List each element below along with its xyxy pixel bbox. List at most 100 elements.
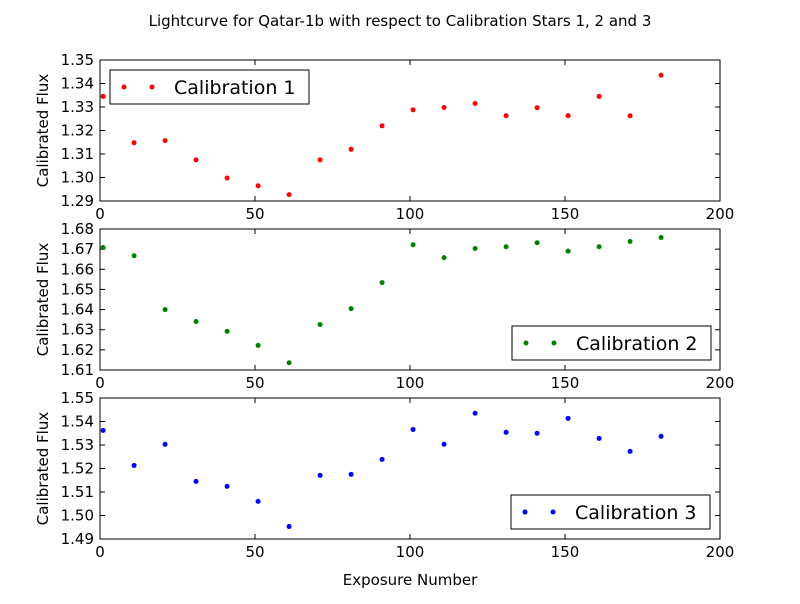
data-point [441, 255, 447, 261]
series-points [100, 234, 664, 366]
y-tick-label: 1.52 [61, 460, 94, 478]
series-points [100, 410, 664, 530]
data-point [627, 448, 633, 454]
data-point [503, 113, 509, 119]
data-point [658, 433, 664, 439]
y-tick-label: 1.67 [61, 240, 94, 258]
data-point [472, 246, 478, 252]
data-point [317, 321, 323, 327]
y-tick-label: 1.64 [61, 301, 94, 319]
legend: Calibration 2 [511, 325, 712, 361]
data-point [317, 157, 323, 163]
data-point [131, 462, 137, 468]
data-point [658, 72, 664, 78]
x-tick-label: 150 [551, 374, 580, 392]
legend-label: Calibration 3 [575, 502, 697, 524]
data-point [596, 435, 602, 441]
data-point [162, 307, 168, 313]
legend-marker [551, 340, 557, 346]
data-point [193, 478, 199, 484]
data-point [348, 146, 354, 152]
y-tick-label: 1.51 [61, 483, 94, 501]
y-tick-label: 1.49 [61, 530, 94, 548]
data-point [255, 498, 261, 504]
data-point [658, 234, 664, 240]
data-point [100, 93, 106, 99]
legend: Calibration 3 [510, 494, 711, 530]
legend-label: Calibration 1 [174, 77, 296, 99]
y-axis-label: Calibrated Flux [34, 74, 52, 188]
data-point [410, 107, 416, 113]
y-tick-label: 1.29 [61, 192, 94, 210]
x-tick-label: 50 [245, 374, 264, 392]
legend: Calibration 1 [109, 69, 310, 105]
y-tick-label: 1.35 [61, 51, 94, 69]
x-tick-label: 50 [245, 543, 264, 561]
x-tick-label: 0 [95, 205, 105, 223]
y-tick-label: 1.54 [61, 413, 94, 431]
data-point [379, 456, 385, 462]
data-point [565, 415, 571, 421]
data-point [503, 244, 509, 250]
data-point [162, 138, 168, 144]
x-tick-label: 0 [95, 543, 105, 561]
y-tick-label: 1.62 [61, 341, 94, 359]
data-point [472, 410, 478, 416]
x-tick-label: 150 [551, 543, 580, 561]
data-point [131, 140, 137, 146]
y-tick-label: 1.66 [61, 260, 94, 278]
x-tick-label: 50 [245, 205, 264, 223]
x-axis-label: Exposure Number [343, 571, 478, 589]
data-point [472, 100, 478, 106]
y-tick-label: 1.30 [61, 169, 94, 187]
y-tick-label: 1.63 [61, 321, 94, 339]
y-tick-label: 1.68 [61, 220, 94, 238]
y-tick-label: 1.34 [61, 75, 94, 93]
data-point [193, 318, 199, 324]
data-point [255, 342, 261, 348]
data-point [596, 244, 602, 250]
data-point [565, 113, 571, 119]
x-tick-label: 0 [95, 374, 105, 392]
data-point [627, 238, 633, 244]
data-point [348, 306, 354, 312]
data-point [379, 123, 385, 129]
data-point [224, 483, 230, 489]
data-point [224, 175, 230, 181]
x-tick-label: 200 [706, 543, 735, 561]
panel-1: 0 50 100 150 200 1.29 1.30 1.31 1.32 1.33 1.34 1.35… [34, 51, 734, 223]
data-point [348, 471, 354, 477]
y-tick-label: 1.50 [61, 507, 94, 525]
data-point [286, 360, 292, 366]
data-point [162, 441, 168, 447]
data-point [410, 242, 416, 248]
data-point [410, 426, 416, 432]
data-point [255, 183, 261, 189]
x-tick-label: 200 [706, 205, 735, 223]
legend-marker [149, 84, 155, 90]
data-point [193, 157, 199, 163]
data-point [100, 427, 106, 433]
y-axis-label: Calibrated Flux [34, 412, 52, 526]
data-point [503, 429, 509, 435]
data-point [131, 253, 137, 259]
x-tick-label: 100 [396, 374, 425, 392]
data-point [565, 248, 571, 254]
legend-box [109, 69, 310, 105]
panel-2: 0 50 100 150 200 1.61 1.62 1.63 1.64 1.65 1.66 1.67… [34, 220, 734, 392]
panel-3: 0 50 100 150 200 1.49 1.50 1.51 1.52 1.53 1.54 1.55… [34, 389, 734, 561]
data-point [534, 105, 540, 111]
data-point [286, 524, 292, 530]
x-tick-label: 100 [396, 205, 425, 223]
y-tick-label: 1.31 [61, 145, 94, 163]
data-point [596, 93, 602, 99]
data-point [534, 430, 540, 436]
y-axis-label: Calibrated Flux [34, 243, 52, 357]
data-point [379, 280, 385, 286]
legend-marker [550, 509, 556, 515]
y-tick-label: 1.61 [61, 361, 94, 379]
y-tick-label: 1.55 [61, 389, 94, 407]
data-point [100, 245, 106, 251]
